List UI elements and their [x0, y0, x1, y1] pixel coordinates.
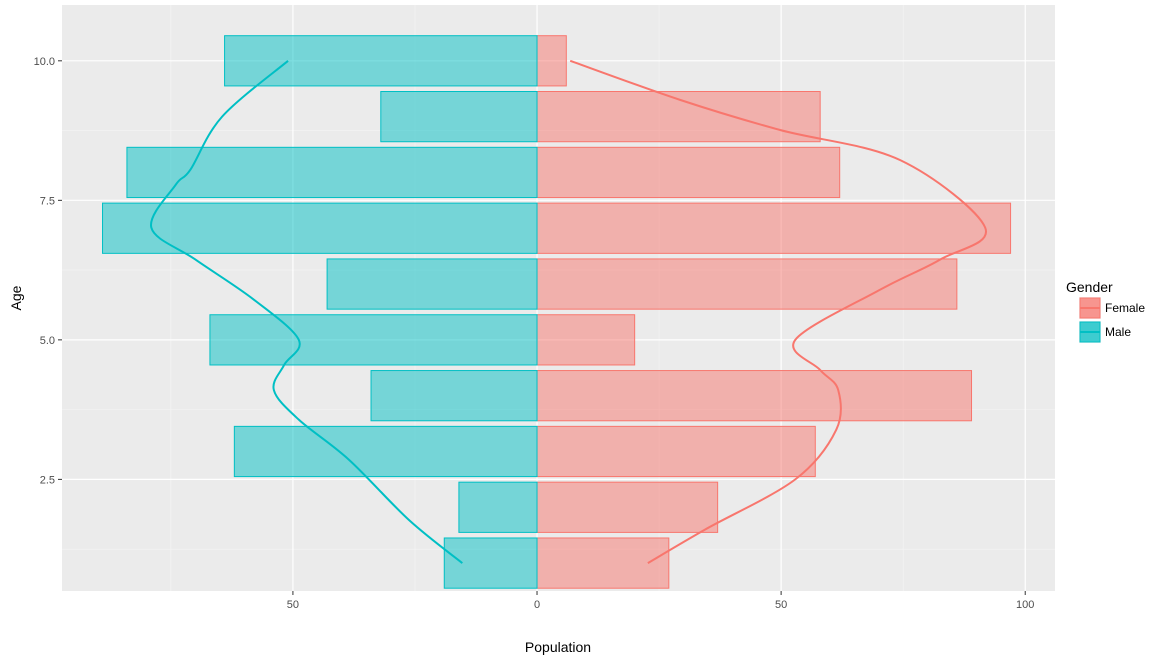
bar-female-age-6	[536, 258, 958, 310]
x-axis-title: Population	[525, 639, 591, 655]
bar-female-age-8	[536, 146, 841, 199]
smooth-line-male	[150, 60, 463, 564]
x-tick-label: 0	[534, 599, 540, 611]
x-tick-label: 50	[287, 599, 299, 611]
legend: Gender Female Male	[1066, 279, 1145, 343]
bar-female-age-3	[536, 425, 816, 478]
smooth-lines	[150, 59, 987, 564]
bar-male-age-8	[126, 146, 538, 199]
y-tick-label: 5.0	[40, 335, 55, 347]
legend-label-male: Male	[1105, 325, 1131, 339]
x-tick-label: 50	[775, 599, 787, 611]
y-tick-label: 2.5	[40, 474, 55, 486]
bar-female-age-1	[536, 537, 670, 589]
bar-male-age-3	[233, 425, 538, 478]
x-axis: 50 0 50 100	[287, 591, 1034, 611]
y-axis: 2.5 5.0 7.5 10.0	[34, 56, 62, 486]
bar-male-age-9	[380, 91, 538, 143]
bar-female-age-10	[536, 35, 567, 87]
legend-title: Gender	[1066, 279, 1113, 295]
bar-male-age-2	[458, 481, 538, 533]
smooth-line-female	[569, 59, 987, 564]
bar-male-age-7	[102, 202, 538, 254]
bar-female-age-5	[536, 314, 636, 366]
x-tick-label: 100	[1016, 599, 1034, 611]
bars	[102, 35, 1012, 589]
bar-male-age-4	[370, 370, 538, 422]
bar-female-age-7	[536, 202, 1012, 254]
bar-male-age-6	[326, 258, 538, 310]
y-tick-label: 7.5	[40, 195, 55, 207]
bar-female-age-2	[536, 481, 719, 533]
bar-female-age-4	[536, 370, 973, 422]
y-tick-label: 10.0	[34, 56, 55, 68]
bar-male-age-5	[209, 314, 538, 366]
legend-label-female: Female	[1105, 301, 1145, 315]
bar-male-age-10	[224, 35, 538, 87]
bar-male-age-1	[443, 537, 538, 589]
y-axis-title: Age	[8, 285, 24, 310]
